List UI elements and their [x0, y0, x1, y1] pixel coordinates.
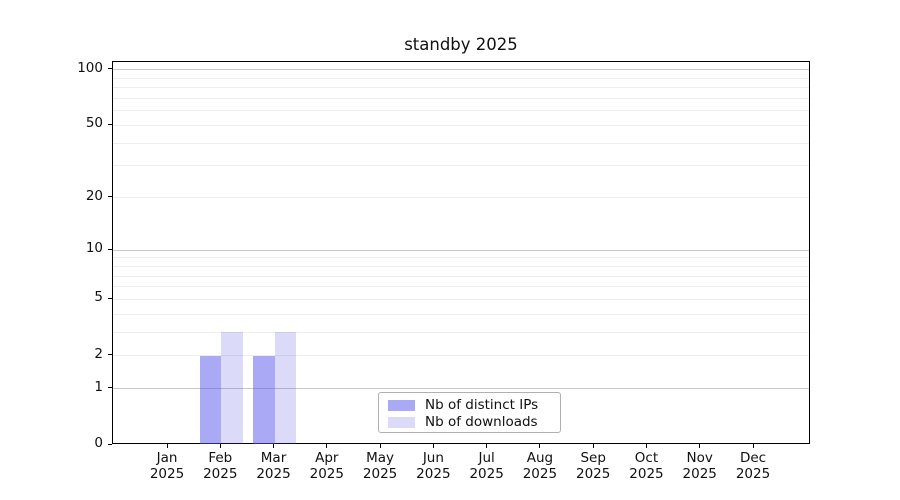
x-tick: [645, 444, 647, 448]
bar-nb-of-downloads: [274, 332, 296, 444]
minor-gridline: [113, 265, 809, 267]
x-tick-label: Jan 2025: [149, 450, 185, 482]
major-gridline: [113, 249, 809, 251]
minor-gridline: [113, 87, 809, 89]
minor-gridline: [113, 331, 809, 333]
minor-gridline: [113, 298, 809, 300]
y-tick: [108, 297, 112, 299]
x-tick: [486, 444, 488, 448]
minor-gridline: [113, 77, 809, 79]
minor-gridline: [113, 286, 809, 288]
x-tick: [326, 444, 328, 448]
legend-swatch: [388, 400, 415, 411]
legend-entry: Nb of downloads: [388, 414, 551, 431]
minor-gridline: [113, 313, 809, 315]
bar-nb-of-downloads: [221, 332, 243, 444]
x-tick: [166, 444, 168, 448]
y-tick-label: 20: [85, 187, 103, 204]
minor-gridline: [113, 197, 809, 199]
x-tick: [219, 444, 221, 448]
x-tick-label: Apr 2025: [309, 450, 344, 482]
y-tick-label: 100: [77, 59, 103, 76]
y-tick: [108, 248, 112, 250]
major-gridline: [113, 69, 809, 71]
x-tick: [592, 444, 594, 448]
y-tick: [108, 443, 112, 445]
y-tick: [108, 123, 112, 125]
minor-gridline: [113, 98, 809, 100]
bar-nb-of-distinct-ips: [199, 355, 222, 444]
x-tick-label: Feb 2025: [203, 450, 238, 482]
plot-area: [112, 61, 810, 444]
chart-title: standby 2025: [404, 35, 518, 54]
x-tick: [699, 444, 701, 448]
x-tick-label: Nov 2025: [682, 450, 717, 482]
x-tick-label: Dec 2025: [735, 450, 771, 482]
x-tick-label: May 2025: [362, 450, 398, 482]
minor-gridline: [113, 275, 809, 277]
y-tick-label: 2: [94, 345, 103, 362]
y-tick-label: 0: [94, 435, 103, 451]
x-tick-label: Sep 2025: [575, 450, 611, 482]
y-tick: [108, 354, 112, 356]
legend-swatch: [388, 417, 415, 428]
bar-nb-of-distinct-ips: [253, 355, 275, 444]
x-tick: [752, 444, 754, 448]
x-tick-label: Jul 2025: [469, 450, 504, 482]
y-tick: [108, 387, 112, 389]
x-tick: [379, 444, 381, 448]
legend-label: Nb of distinct IPs: [425, 397, 539, 413]
y-tick-label: 50: [85, 115, 103, 132]
minor-gridline: [113, 165, 809, 167]
y-tick: [108, 68, 112, 70]
x-tick-label: Jun 2025: [416, 450, 451, 482]
legend-entry: Nb of distinct IPs: [388, 397, 551, 414]
minor-gridline: [113, 142, 809, 144]
x-tick-label: Oct 2025: [629, 450, 664, 482]
legend: Nb of distinct IPs Nb of downloads: [378, 392, 561, 433]
y-tick-label: 10: [85, 240, 103, 257]
y-tick-label: 5: [94, 289, 103, 306]
x-tick: [539, 444, 541, 448]
x-tick: [432, 444, 434, 448]
minor-gridline: [113, 124, 809, 126]
y-tick-label: 1: [94, 378, 103, 395]
x-tick: [273, 444, 275, 448]
y-tick: [108, 196, 112, 198]
x-tick-label: Aug 2025: [522, 450, 558, 482]
legend-label: Nb of downloads: [425, 414, 538, 430]
minor-gridline: [113, 110, 809, 112]
minor-gridline: [113, 257, 809, 259]
major-gridline: [113, 388, 809, 390]
minor-gridline: [113, 355, 809, 357]
x-tick-label: Mar 2025: [256, 450, 291, 482]
